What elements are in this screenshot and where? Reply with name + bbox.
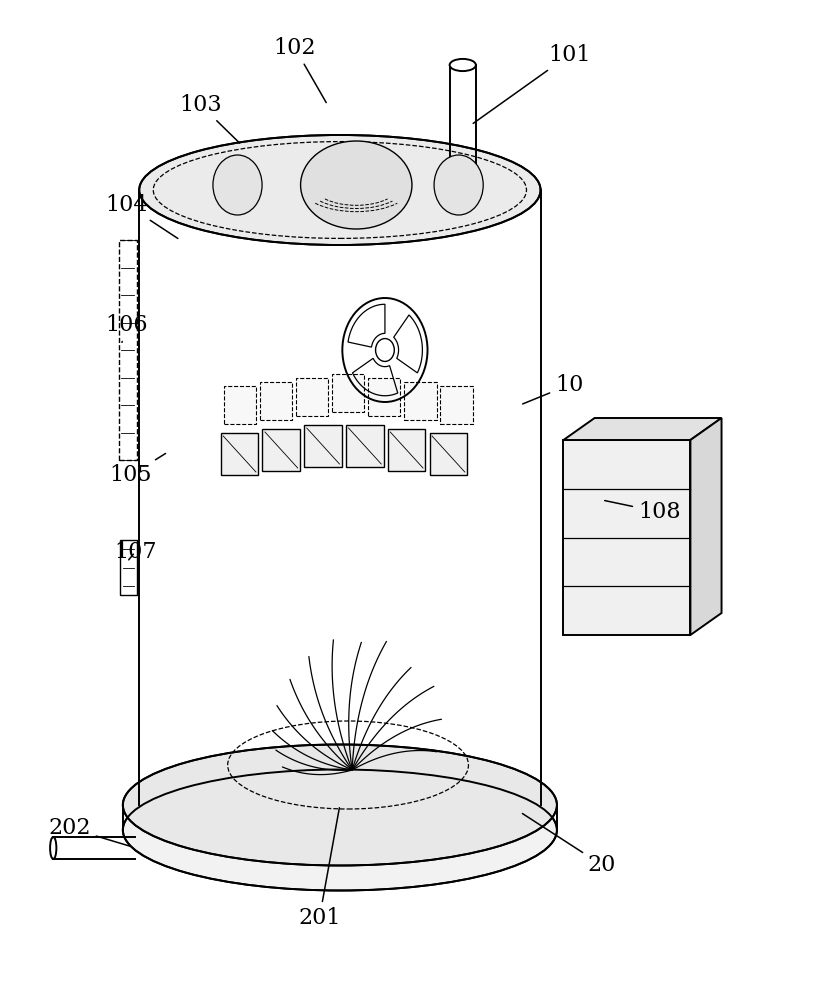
Ellipse shape [123, 744, 557, 865]
Ellipse shape [450, 179, 476, 191]
FancyBboxPatch shape [404, 382, 437, 420]
FancyBboxPatch shape [296, 378, 328, 416]
Polygon shape [690, 418, 722, 635]
FancyBboxPatch shape [220, 433, 258, 475]
Circle shape [376, 339, 394, 361]
Text: 108: 108 [604, 501, 681, 523]
FancyBboxPatch shape [304, 425, 342, 467]
FancyBboxPatch shape [262, 429, 300, 471]
FancyBboxPatch shape [332, 374, 364, 412]
FancyBboxPatch shape [429, 433, 467, 475]
FancyBboxPatch shape [563, 440, 690, 635]
Ellipse shape [139, 135, 541, 245]
Ellipse shape [213, 155, 262, 215]
Text: 10: 10 [523, 374, 583, 404]
Ellipse shape [301, 141, 412, 229]
FancyBboxPatch shape [346, 425, 383, 467]
FancyBboxPatch shape [440, 386, 473, 424]
FancyBboxPatch shape [260, 382, 292, 420]
Ellipse shape [123, 770, 557, 890]
Text: 202: 202 [48, 817, 130, 846]
Text: 201: 201 [298, 808, 341, 929]
Text: 20: 20 [523, 814, 616, 876]
Polygon shape [563, 418, 722, 440]
Text: 105: 105 [110, 453, 165, 486]
Ellipse shape [50, 837, 57, 859]
Ellipse shape [450, 59, 476, 71]
FancyBboxPatch shape [119, 240, 137, 460]
Text: 106: 106 [106, 314, 148, 342]
Text: 102: 102 [274, 37, 326, 103]
FancyBboxPatch shape [120, 540, 137, 595]
Text: 101: 101 [473, 44, 590, 123]
FancyBboxPatch shape [387, 429, 426, 471]
Ellipse shape [434, 155, 483, 215]
Text: 103: 103 [179, 94, 240, 143]
Text: 104: 104 [106, 194, 178, 238]
FancyBboxPatch shape [368, 378, 400, 416]
Text: 107: 107 [114, 541, 156, 563]
FancyBboxPatch shape [224, 386, 256, 424]
